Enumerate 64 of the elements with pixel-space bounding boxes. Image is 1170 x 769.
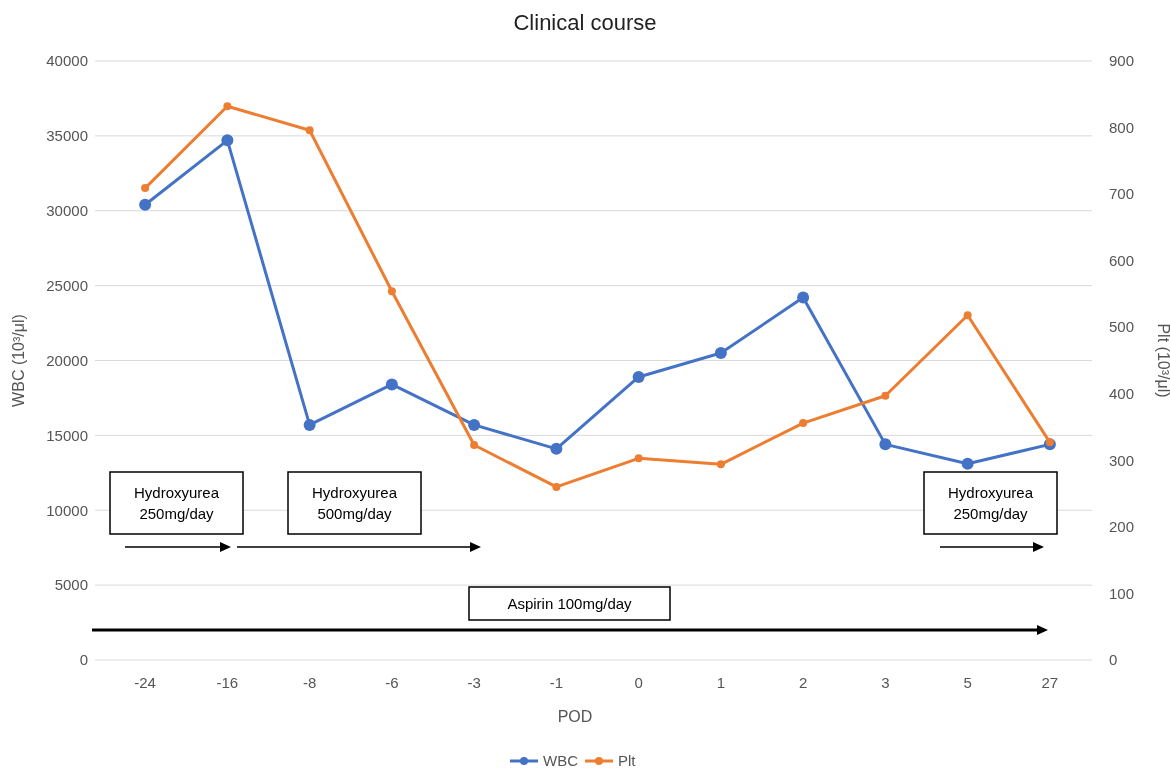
point	[468, 418, 481, 431]
point	[632, 370, 645, 383]
y2-tick-label: 800	[1109, 118, 1135, 136]
point	[881, 391, 890, 400]
y-tick-label: 30000	[46, 202, 88, 219]
chart-title: Clinical course	[513, 10, 657, 35]
x-axis-title: POD	[557, 708, 593, 725]
x-tick-label: 0	[634, 674, 643, 691]
y-tick-label: 5000	[54, 576, 88, 594]
y2-tick-label: 600	[1109, 251, 1135, 269]
point	[550, 442, 563, 455]
point	[303, 418, 316, 431]
y-tick-label: 40000	[46, 52, 88, 70]
y-axis-title: WBC (10³/μl)	[10, 314, 27, 407]
point	[470, 441, 479, 450]
point	[797, 291, 810, 304]
y-tick-label: 0	[79, 651, 88, 669]
annotation: Hydroxyurea 250mg/day	[947, 483, 1034, 522]
point	[961, 457, 974, 470]
y-tick-label: 25000	[46, 276, 88, 294]
y2-tick-label: 700	[1109, 185, 1135, 203]
x-tick-label: 5	[963, 674, 972, 691]
legend-label: WBC	[543, 752, 579, 769]
x-tick-label: 3	[881, 674, 890, 691]
point	[141, 184, 150, 193]
point	[879, 438, 892, 451]
y2-tick-label: 900	[1109, 52, 1135, 70]
point	[634, 454, 643, 463]
point	[387, 287, 396, 296]
x-tick-label: 27	[1041, 674, 1059, 691]
y-tick-label: 35000	[46, 127, 88, 145]
x-tick-label: -1	[549, 674, 564, 691]
point	[963, 311, 972, 320]
annotation: Aspirin 100mg/day	[507, 594, 633, 612]
point	[714, 347, 727, 360]
point	[139, 198, 152, 211]
point	[385, 378, 398, 391]
x-tick-label: 1	[716, 674, 726, 691]
point	[552, 482, 561, 491]
legend-label: Plt	[618, 752, 637, 769]
y2-tick-label: 500	[1109, 318, 1135, 336]
annotation: Hydroxyurea 500mg/day	[311, 483, 398, 522]
y-tick-label: 20000	[46, 351, 88, 369]
x-tick-label: -6	[385, 674, 399, 691]
y2-tick-label: 200	[1109, 518, 1135, 536]
point	[305, 126, 314, 135]
x-tick-label: -3	[467, 674, 481, 691]
x-tick-label: -8	[302, 674, 317, 691]
y-tick-label: 10000	[46, 501, 88, 519]
x-tick-label: -16	[216, 674, 239, 691]
point	[716, 460, 725, 469]
point	[799, 419, 808, 428]
y2-tick-label: 300	[1109, 451, 1135, 469]
y2-tick-label: 0	[1109, 651, 1118, 669]
point	[223, 102, 232, 111]
point	[221, 134, 234, 147]
y2-axis-title: Plt (10³/μl)	[1155, 323, 1170, 398]
annotation: Hydroxyurea 250mg/day	[133, 483, 220, 522]
x-tick-label: 2	[798, 674, 808, 691]
y2-tick-label: 100	[1109, 584, 1135, 602]
y2-tick-label: 400	[1109, 385, 1135, 403]
point	[1045, 438, 1054, 447]
x-tick-label: -24	[134, 674, 156, 691]
y-tick-label: 15000	[46, 426, 88, 444]
